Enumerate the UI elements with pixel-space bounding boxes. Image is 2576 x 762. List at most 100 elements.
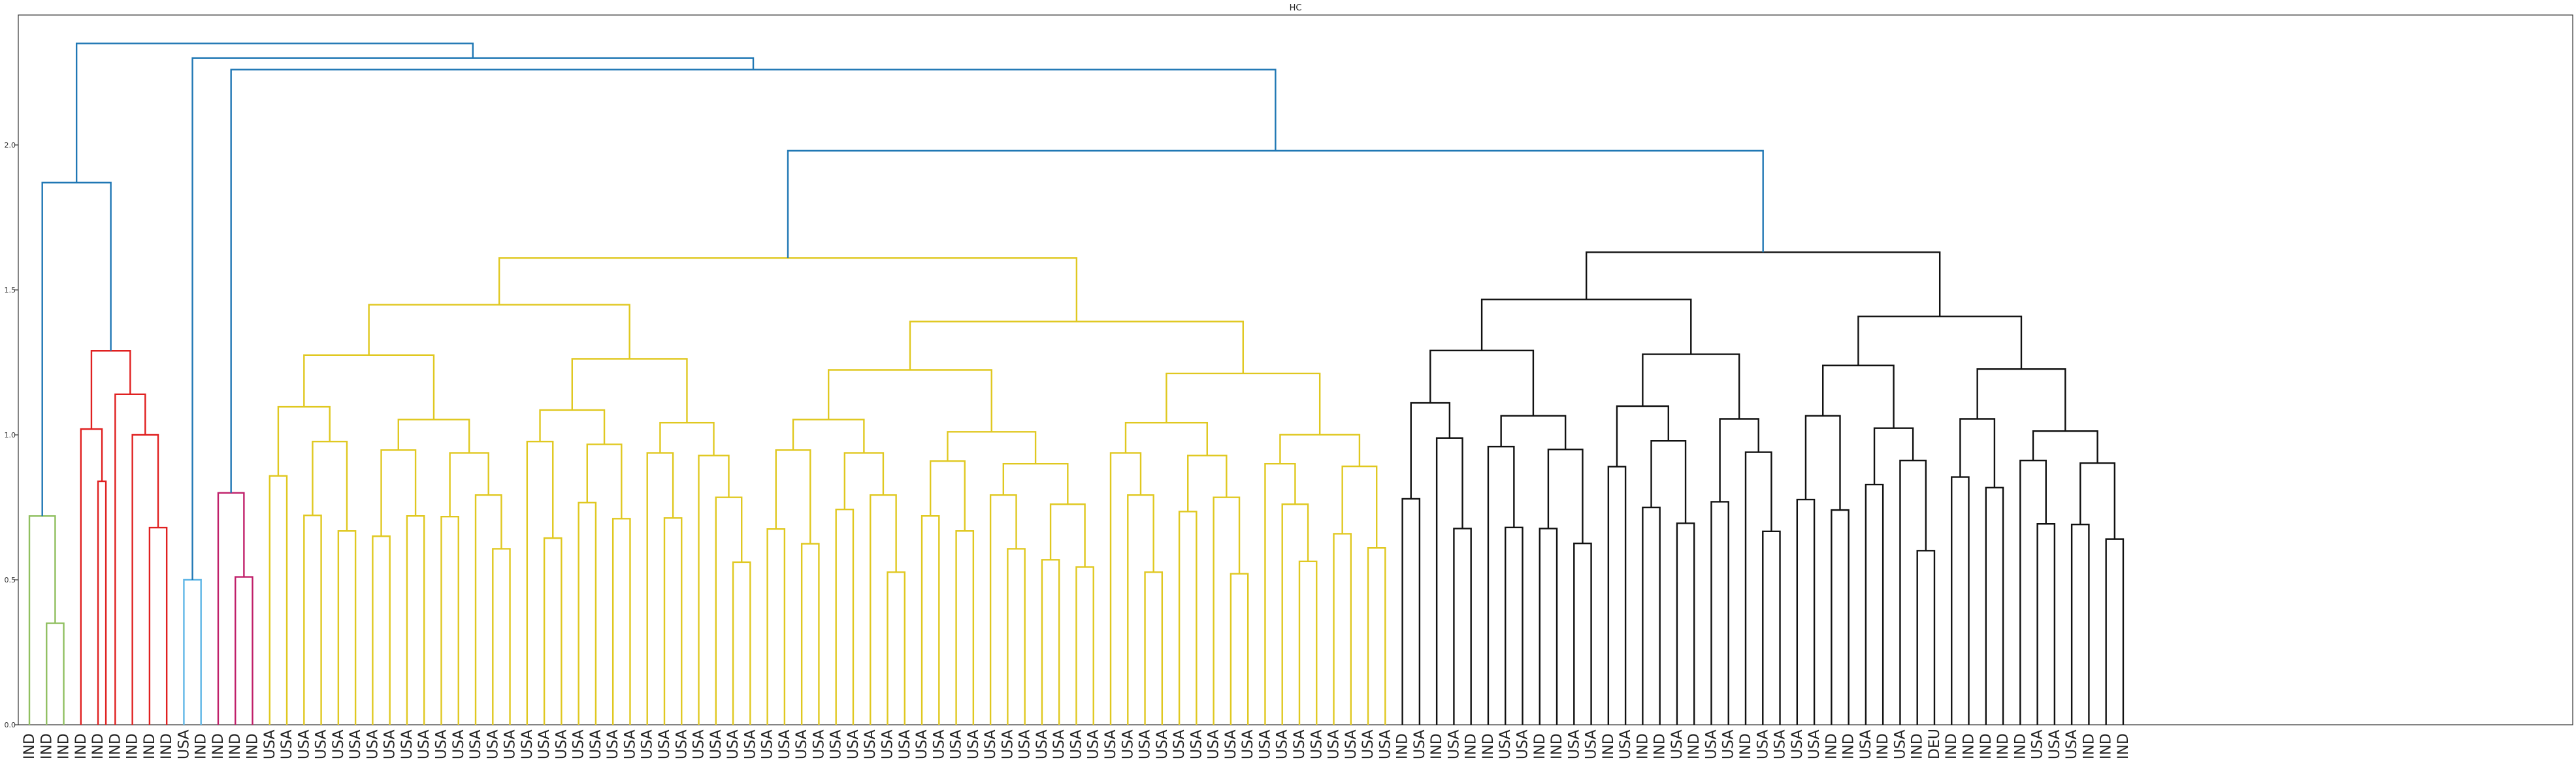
- leaf-label: USA: [1858, 729, 1874, 759]
- leaf-label: IND: [39, 733, 55, 759]
- dendrogram-link: [97, 480, 107, 725]
- y-tick-label: 2.0: [5, 141, 16, 150]
- leaf-label: USA: [1188, 729, 1205, 759]
- dendrogram-link: [1547, 449, 1584, 544]
- dendrogram-link: [1744, 451, 1772, 725]
- leaf-label: USA: [1360, 729, 1377, 759]
- dendrogram-link: [1480, 298, 1692, 355]
- dendrogram-link: [397, 419, 470, 453]
- leaf-label: USA: [1343, 729, 1360, 759]
- dendrogram-link: [1487, 445, 1515, 725]
- leaf-label: USA: [1223, 729, 1239, 759]
- y-axis: 0.0 0.5 1.0 1.5 2.0: [5, 141, 18, 729]
- dendrogram-link: [1873, 427, 1914, 485]
- dendrogram-link: [611, 518, 631, 725]
- dendrogram-link: [1264, 462, 1296, 725]
- leaf-label: USA: [605, 729, 621, 759]
- leaf-label: USA: [2047, 729, 2063, 759]
- leaf-label: IND: [107, 733, 123, 759]
- dendrogram-link: [303, 515, 322, 725]
- dendrogram-link: [269, 475, 288, 725]
- leaf-label: IND: [90, 733, 106, 759]
- leaf-label: IND: [1910, 733, 1926, 759]
- leaf-label: IND: [1532, 733, 1548, 759]
- dendrogram-link: [887, 571, 905, 725]
- dendrogram-link: [1899, 460, 1927, 725]
- y-tick-label: 0.5: [5, 576, 16, 584]
- leaf-label: IND: [1961, 733, 1978, 759]
- leaf-label: IND: [22, 733, 38, 759]
- dendrogram-link: [1144, 571, 1164, 725]
- dendrogram-links: [28, 42, 2125, 725]
- leaf-label: IND: [2115, 733, 2132, 759]
- dendrogram-link: [191, 57, 755, 580]
- dendrogram-link: [698, 454, 730, 725]
- dendrogram-link: [1410, 402, 1451, 499]
- dendrogram-link: [955, 530, 975, 725]
- leaf-label: IND: [2098, 733, 2115, 759]
- dendrogram-link: [929, 460, 966, 532]
- leaf-label: USA: [1755, 729, 1771, 759]
- dendrogram-link: [148, 526, 168, 725]
- dendrogram-link: [1616, 405, 1669, 467]
- leaf-label: USA: [314, 729, 330, 759]
- dendrogram-link: [1607, 466, 1627, 725]
- leaf-label: IND: [1549, 733, 1565, 759]
- dendrogram-link: [1166, 372, 1321, 435]
- leaf-label: USA: [1120, 729, 1136, 759]
- leaf-label: USA: [674, 729, 690, 759]
- dendrogram-link: [1762, 530, 1781, 725]
- leaf-label: USA: [296, 729, 312, 759]
- leaf-label: USA: [1068, 729, 1084, 759]
- dendrogram-link: [1719, 418, 1759, 502]
- leaf-label: USA: [1103, 729, 1119, 759]
- dendrogram-link: [1585, 251, 1941, 317]
- leaf-label: IND: [1635, 733, 1651, 759]
- leaf-label: USA: [622, 729, 638, 759]
- leaf-label: USA: [348, 729, 364, 759]
- dendrogram-link: [312, 440, 348, 532]
- dendrogram-link: [1573, 542, 1592, 725]
- dendrogram-link: [1109, 452, 1142, 725]
- leaf-label: USA: [742, 729, 758, 759]
- leaf-label: USA: [382, 729, 399, 759]
- dendrogram-link: [380, 449, 417, 537]
- dendrogram-link: [663, 517, 683, 725]
- dendrogram-link: [1951, 476, 1970, 725]
- leaf-label: IND: [193, 733, 210, 759]
- leaf-label: IND: [73, 733, 90, 759]
- leaf-label: USA: [262, 729, 278, 759]
- dendrogram-link: [1642, 353, 1740, 419]
- dendrogram-link: [46, 622, 65, 725]
- leaf-label: USA: [1584, 729, 1600, 759]
- dendrogram-link: [800, 543, 820, 725]
- dendrogram-link: [183, 579, 202, 725]
- dendrogram-link: [1959, 418, 1996, 488]
- dendrogram-link: [1187, 454, 1228, 512]
- leaf-label: USA: [1703, 729, 1720, 759]
- dendrogram-link: [337, 530, 357, 725]
- leaf-label: IND: [1875, 733, 1891, 759]
- dendrogram-link: [766, 528, 786, 725]
- leaf-label: IND: [1480, 733, 1497, 759]
- dendrogram-link: [909, 321, 1244, 373]
- leaf-label: USA: [1240, 729, 1256, 759]
- leaf-label: USA: [1789, 729, 1806, 759]
- dendrogram-link: [1002, 462, 1069, 505]
- leaf-label: USA: [1566, 729, 1582, 759]
- leaf-label: USA: [760, 729, 776, 759]
- y-tick-label: 0.0: [5, 721, 16, 729]
- leaf-label: USA: [1806, 729, 1823, 759]
- leaf-label: USA: [811, 729, 827, 759]
- dendrogram-link: [1341, 465, 1378, 548]
- leaf-label: IND: [2012, 733, 2029, 759]
- dendrogram-link: [539, 409, 606, 445]
- dendrogram-link: [1453, 528, 1472, 725]
- dendrogram-link: [571, 358, 688, 423]
- leaf-label: USA: [416, 729, 432, 759]
- leaf-label: USA: [1154, 729, 1171, 759]
- leaf-label: USA: [588, 729, 604, 759]
- dendrogram-link: [526, 440, 554, 725]
- leaf-label: USA: [2064, 729, 2080, 759]
- leaf-label: IND: [227, 733, 244, 759]
